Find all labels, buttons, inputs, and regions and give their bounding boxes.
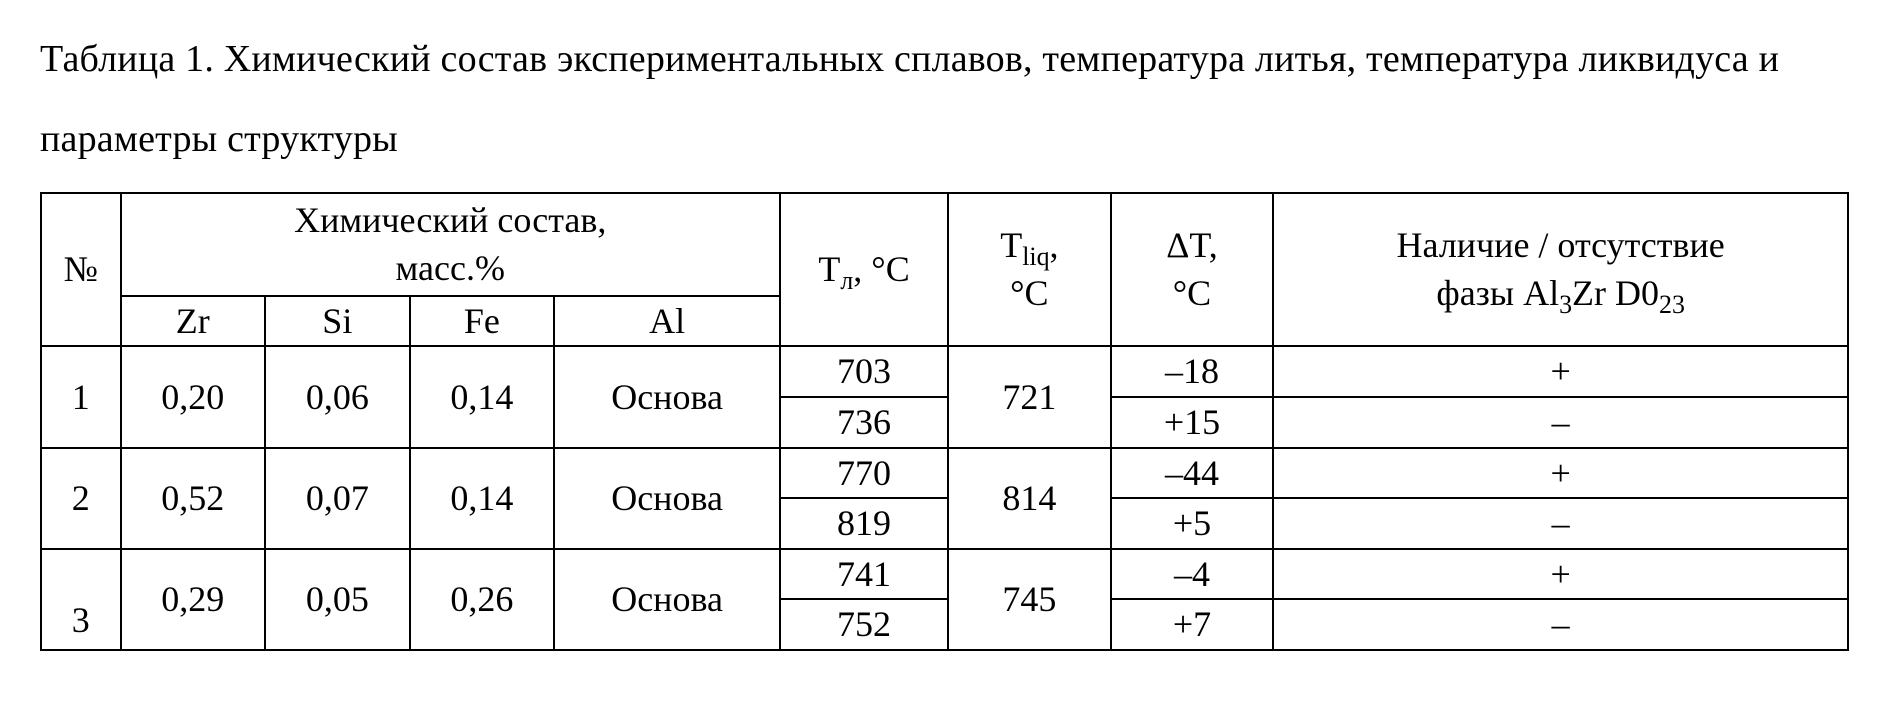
cell-si: 0,05 (265, 549, 410, 650)
cell-al: Основа (554, 346, 780, 447)
col-header-tliq: Tliq, °C (948, 193, 1111, 347)
cell-dt: –18 (1111, 346, 1274, 397)
col-header-al: Al (554, 296, 780, 347)
tliq-comma: , (1050, 225, 1059, 265)
chem-title-line2: масс.% (396, 248, 505, 288)
cell-si: 0,06 (265, 346, 410, 447)
cell-tcast: 752 (780, 599, 948, 650)
table-row: 1 0,20 0,06 0,14 Основа 703 721 –18 + (41, 346, 1848, 397)
cell-phase: – (1273, 397, 1848, 448)
tliq-unit: °C (1010, 273, 1048, 313)
cell-zr: 0,20 (121, 346, 266, 447)
chem-title-line1: Химический состав, (294, 200, 606, 240)
cell-tcast: 736 (780, 397, 948, 448)
table-row: 3 0,29 0,05 0,26 Основа 741 745 –4 + (41, 549, 1848, 600)
cell-no: 1 (41, 346, 121, 447)
col-header-dt: ΔT, °C (1111, 193, 1274, 347)
cell-phase: + (1273, 448, 1848, 499)
col-header-no: № (41, 193, 121, 347)
cell-si: 0,07 (265, 448, 410, 549)
cell-tcast: 770 (780, 448, 948, 499)
cell-phase: – (1273, 599, 1848, 650)
cell-dt: –44 (1111, 448, 1274, 499)
cell-no: 3 (41, 549, 121, 650)
col-header-fe: Fe (410, 296, 555, 347)
cell-zr: 0,52 (121, 448, 266, 549)
cell-dt: +15 (1111, 397, 1274, 448)
dt-unit: °C (1173, 273, 1211, 313)
cell-fe: 0,26 (410, 549, 555, 650)
cell-tcast: 703 (780, 346, 948, 397)
cell-tliq: 745 (948, 549, 1111, 650)
table-row: 2 0,52 0,07 0,14 Основа 770 814 –44 + (41, 448, 1848, 499)
col-header-phase: Наличие / отсутствие фазы Al3Zr D023 (1273, 193, 1848, 347)
tcast-symbol: T (818, 249, 840, 289)
cell-al: Основа (554, 448, 780, 549)
cell-dt: +5 (1111, 498, 1274, 549)
cell-phase: + (1273, 549, 1848, 600)
cell-tliq: 721 (948, 346, 1111, 447)
phase-sub1: 3 (1559, 291, 1572, 320)
phase-line2-mid: Zr D0 (1572, 273, 1659, 313)
cell-no: 2 (41, 448, 121, 549)
cell-al: Основа (554, 549, 780, 650)
phase-sub2: 23 (1659, 291, 1685, 320)
tliq-subscript: liq (1022, 242, 1049, 271)
cell-fe: 0,14 (410, 448, 555, 549)
cell-phase: + (1273, 346, 1848, 397)
cell-fe: 0,14 (410, 346, 555, 447)
dt-symbol: ΔT, (1166, 225, 1217, 265)
cell-tliq: 814 (948, 448, 1111, 549)
tliq-symbol: T (1000, 225, 1022, 265)
cell-tcast: 819 (780, 498, 948, 549)
cell-phase: – (1273, 498, 1848, 549)
col-header-tcast: Tл, °C (780, 193, 948, 347)
phase-line1: Наличие / отсутствие (1397, 225, 1725, 265)
col-header-zr: Zr (121, 296, 266, 347)
alloys-table: № Химический состав, масс.% Tл, °C Tliq,… (40, 192, 1849, 651)
tcast-unit: , °C (853, 249, 909, 289)
cell-zr: 0,29 (121, 549, 266, 650)
phase-line2-pre: фазы Al (1436, 273, 1559, 313)
cell-dt: –4 (1111, 549, 1274, 600)
tcast-subscript: л (840, 266, 853, 295)
col-header-chem: Химический состав, масс.% (121, 193, 781, 296)
cell-dt: +7 (1111, 599, 1274, 650)
table-caption: Таблица 1. Химический состав эксперимент… (40, 20, 1849, 180)
cell-tcast: 741 (780, 549, 948, 600)
col-header-si: Si (265, 296, 410, 347)
